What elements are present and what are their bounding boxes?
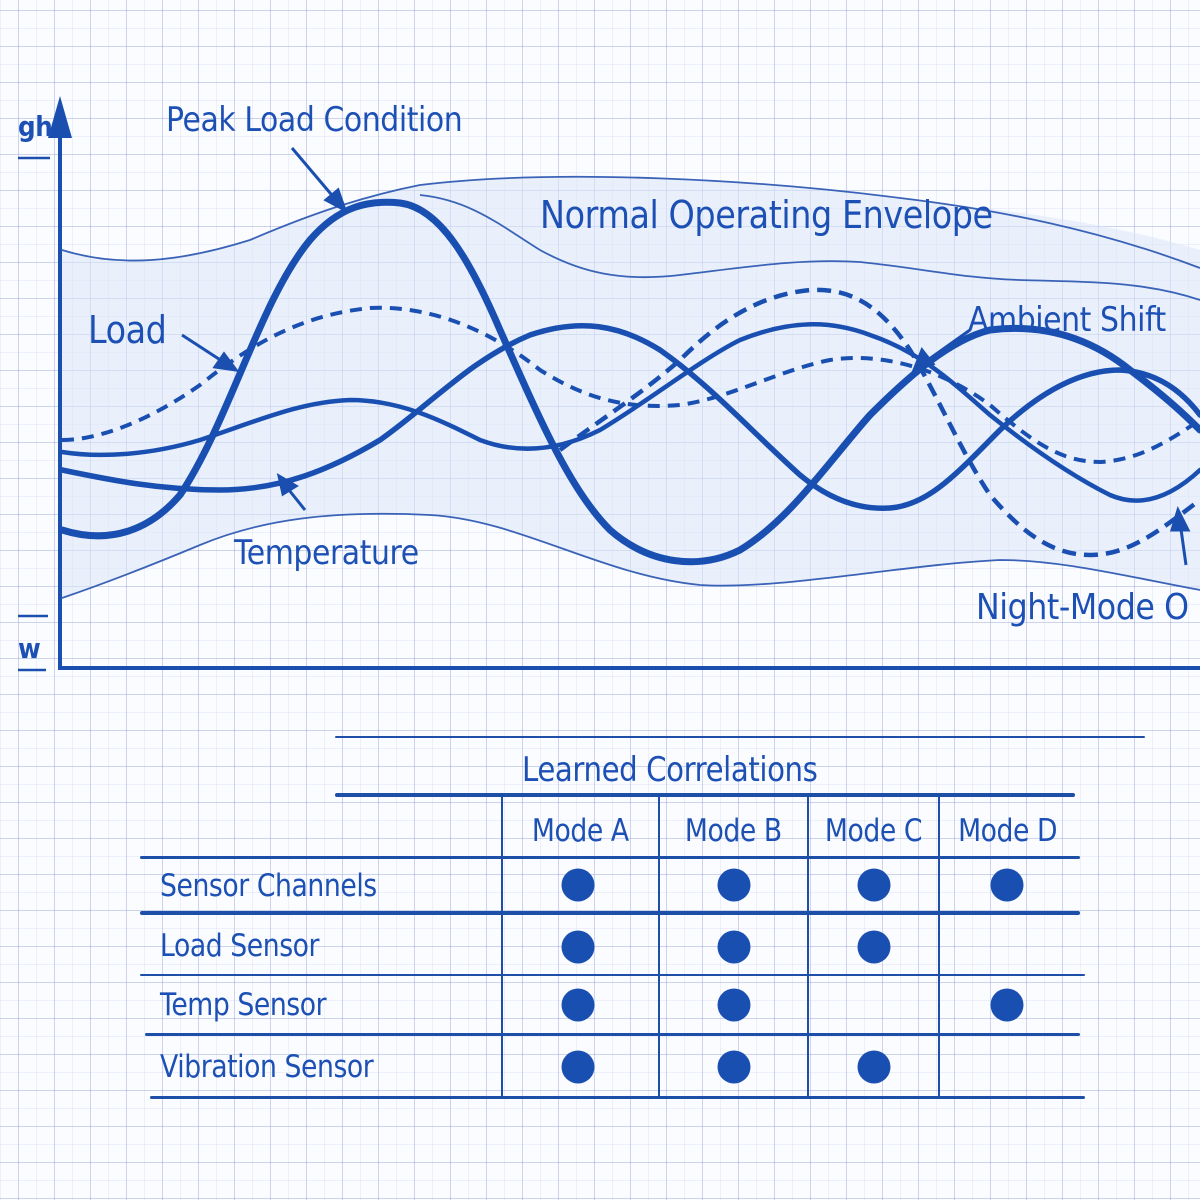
correlation-dot [990, 868, 1024, 902]
night-mode-arrow-icon [1169, 505, 1191, 566]
peak-load-arrow-icon [290, 147, 348, 214]
correlation-dot [561, 868, 595, 902]
ambient-shift-label: Ambient Shift [968, 300, 1166, 340]
table-title-rule [335, 793, 1075, 797]
column-header-mode-b: Mode B [685, 813, 782, 849]
table-title-text: Learned Correlations [522, 750, 818, 790]
row-label-temp-sensor: Temp Sensor [160, 987, 327, 1023]
ambient-dashed-curve [558, 287, 1200, 558]
load-dashed-curve [61, 305, 1200, 465]
oscillation-curve [59, 322, 1200, 503]
y-axis-arrow-icon [48, 96, 72, 138]
envelope-inner-line [419, 194, 1200, 301]
correlation-dot [561, 930, 595, 964]
column-header-mode-d: Mode D [958, 813, 1058, 849]
temperature-arrow-icon [276, 472, 307, 511]
night-mode-label: Night-Mode O [976, 587, 1189, 628]
table-top-rule [335, 736, 1145, 738]
row-label-vibration-sensor: Vibration Sensor [160, 1049, 374, 1085]
correlation-dot [561, 988, 595, 1022]
table-col-divider [807, 795, 809, 1098]
column-header-mode-c: Mode C [824, 813, 923, 849]
correlation-dot [717, 1050, 751, 1084]
correlation-dot [990, 988, 1024, 1022]
load-label: Load [88, 308, 167, 352]
table-col-divider [658, 795, 660, 1098]
table-col-divider [938, 795, 940, 1098]
correlation-dot [717, 988, 751, 1022]
load-peak-curve [58, 198, 1200, 566]
peak-load-label: Peak Load Condition [166, 100, 463, 140]
table-row1-rule [140, 911, 1080, 915]
row-label-sensor-channels: Sensor Channels [160, 868, 377, 904]
envelope-lower-line [61, 512, 1200, 599]
envelope-label: Normal Operating Envelope [540, 193, 993, 237]
y-axis-low-label: w [18, 632, 41, 665]
row-label-load-sensor: Load Sensor [160, 928, 320, 964]
column-header-mode-a: Mode A [532, 813, 629, 849]
y-axis-high-label: gh [18, 110, 53, 143]
ambient-shift-arrow-icon [911, 328, 971, 373]
table-row2-rule [140, 974, 1085, 976]
table-header-rule [140, 856, 1080, 859]
table-title: Learned Correlations [522, 745, 866, 795]
sensor-chart [18, 96, 1200, 672]
correlation-dot [561, 1050, 595, 1084]
correlation-dot [857, 930, 891, 964]
table-row3-rule [145, 1033, 1080, 1036]
load-arrow-icon [181, 333, 240, 372]
correlation-dot [717, 930, 751, 964]
correlation-dot [857, 1050, 891, 1084]
envelope-upper-line [61, 175, 1200, 269]
temperature-label: Temperature [234, 533, 419, 573]
correlation-dot [717, 868, 751, 902]
normal-operating-envelope [62, 176, 1200, 598]
table-col-divider [501, 795, 503, 1098]
table-bottom-rule [150, 1096, 1085, 1099]
correlation-dot [857, 868, 891, 902]
